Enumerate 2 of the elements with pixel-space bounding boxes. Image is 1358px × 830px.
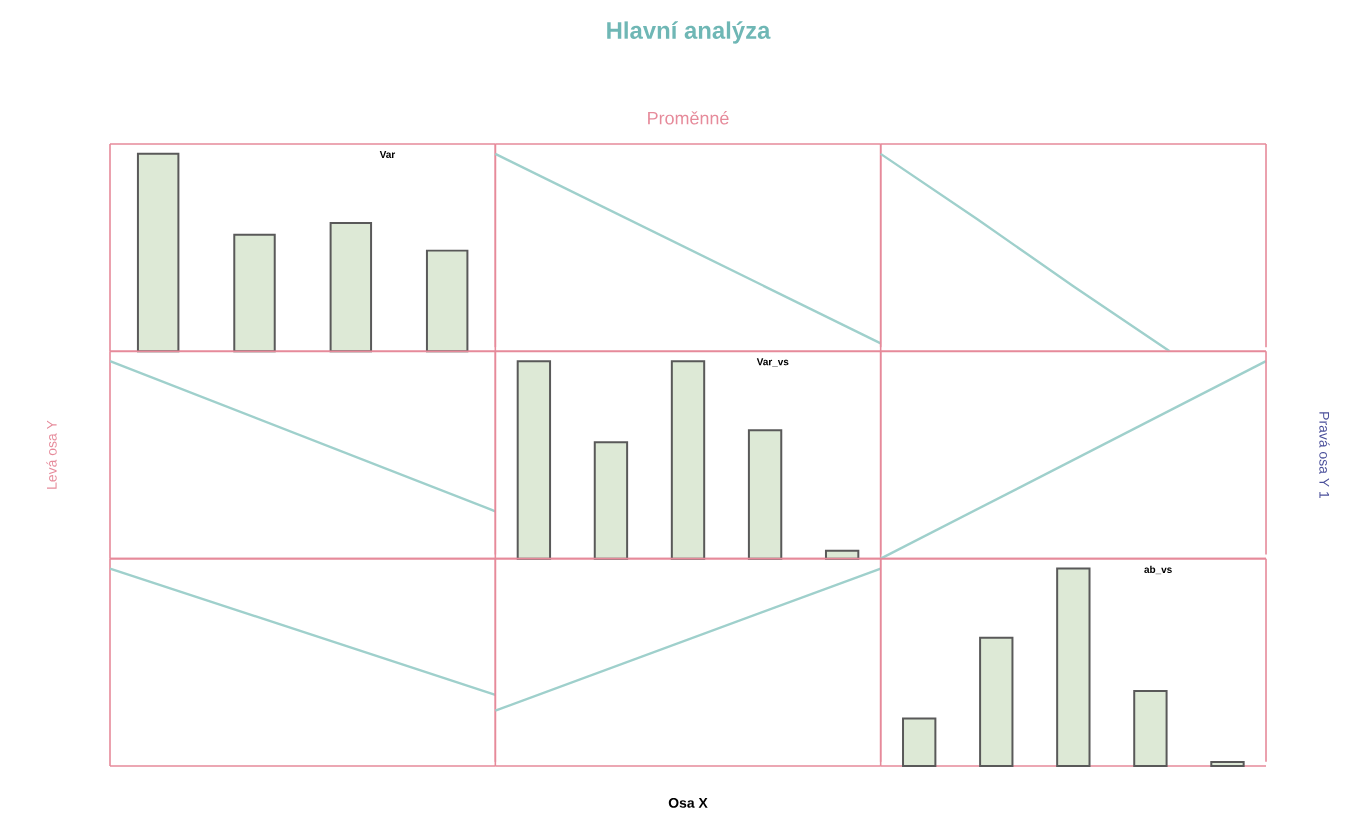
chart-title: Hlavní analýza [607, 21, 771, 44]
chart-subtitle: Proměnné [648, 111, 729, 125]
